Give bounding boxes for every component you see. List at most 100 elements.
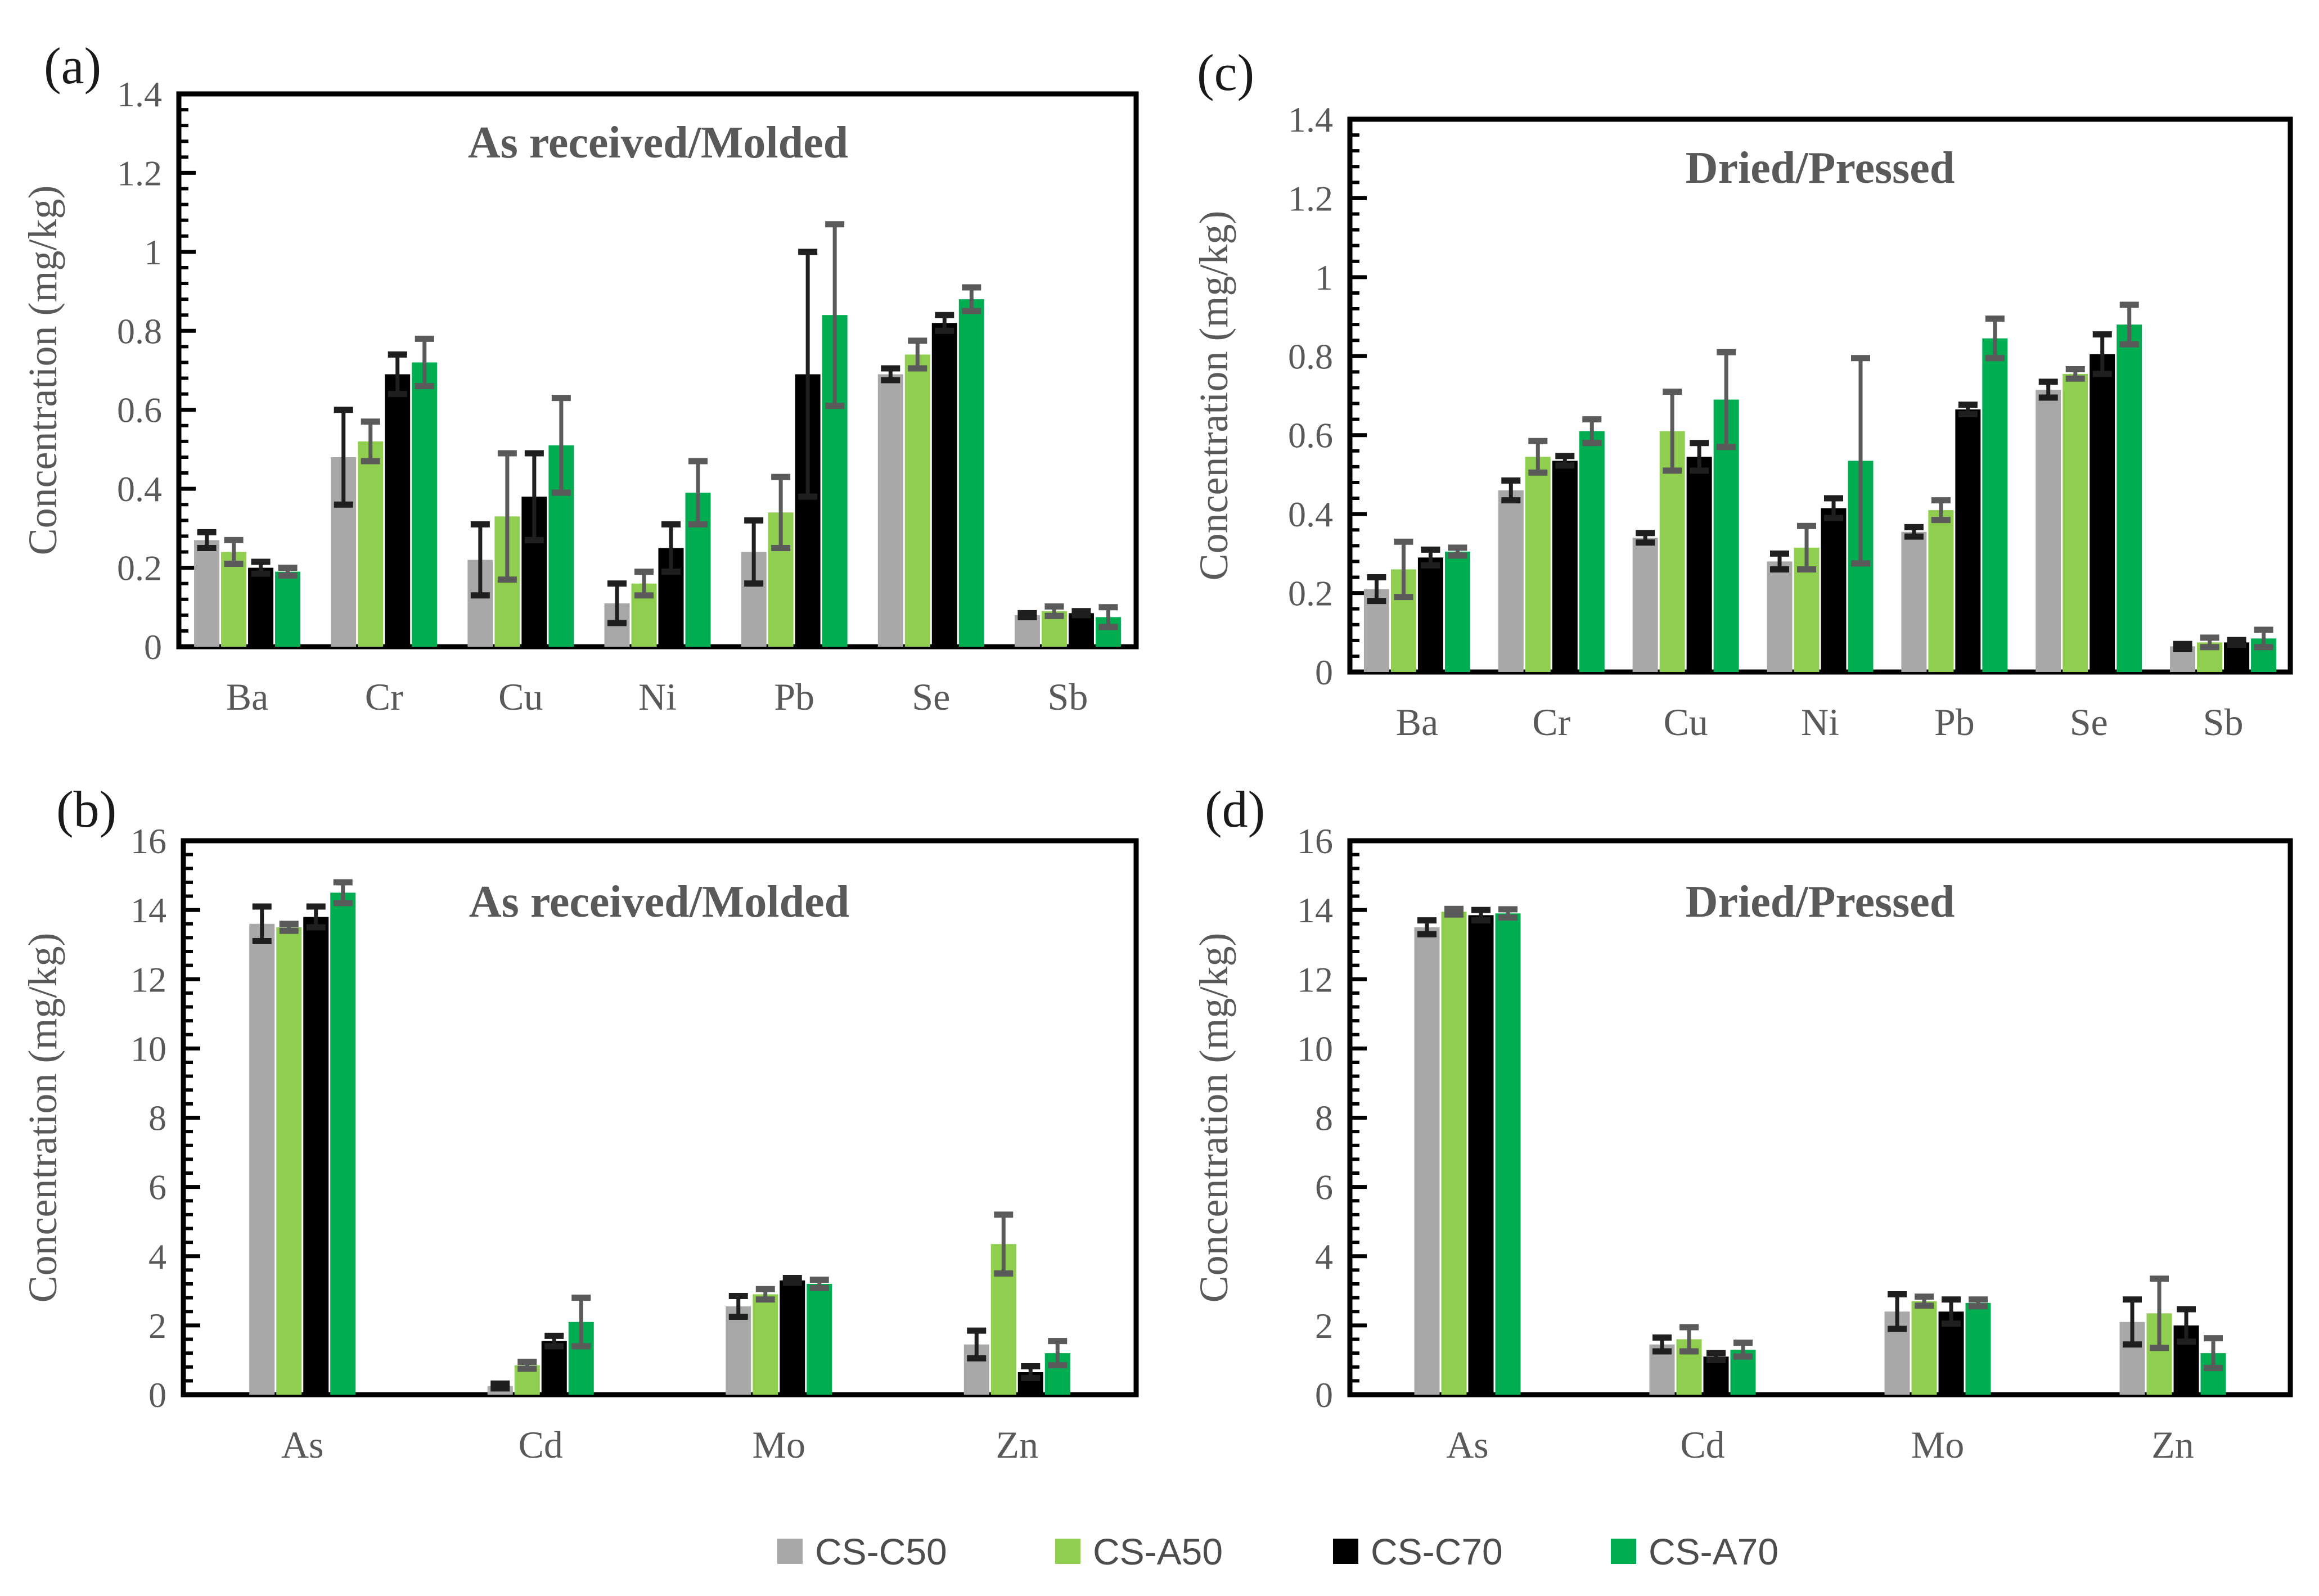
panel-a: (a) Concentration (mg/kg) 0 0.2 0.4 0.6 0.8 1 1.…	[20, 37, 1139, 718]
legend-swatch	[1055, 1539, 1080, 1564]
category-label: Ni	[638, 675, 677, 718]
error-bar	[1021, 1363, 1041, 1381]
y-tick-label: 1.4	[1288, 100, 1333, 139]
error-bar	[782, 1275, 802, 1286]
category-label: Ba	[1396, 701, 1439, 743]
error-bar	[2227, 637, 2246, 648]
category-label: Mo	[1911, 1423, 1964, 1466]
legend-swatch	[1611, 1539, 1636, 1564]
bar-CS-C70-Cr	[1552, 461, 1578, 672]
legend-item-CS-A70: CS-A70	[1611, 1531, 1778, 1572]
y-tick-label: 12	[130, 959, 166, 999]
error-bar	[798, 249, 818, 500]
error-bar	[1942, 1296, 1961, 1327]
panel-letter: (a)	[44, 37, 101, 94]
error-bar	[1888, 1291, 1907, 1332]
bar-CS-A50-Ba	[221, 552, 247, 647]
error-bar	[1582, 416, 1602, 447]
error-bar	[361, 418, 380, 465]
panel-letter: (b)	[56, 781, 116, 838]
category-label: As	[281, 1423, 324, 1466]
bar-CS-C70-As	[303, 917, 329, 1395]
error-bar	[2173, 641, 2192, 652]
error-bar	[1958, 402, 1978, 418]
panel-d: (d) Concentration (mg/kg) 0 2 4 6 8 10 12 14 16 Dri…	[1191, 781, 2293, 1466]
error-bar	[607, 580, 627, 626]
error-bar	[809, 1277, 829, 1291]
error-bar	[1367, 574, 1386, 605]
bar-CS-C70-Cr	[385, 374, 411, 647]
error-bar	[1904, 524, 1924, 540]
bar-CS-A70-Se	[958, 299, 984, 647]
error-bar	[2254, 626, 2273, 651]
bar-CS-A70-Ba	[275, 571, 301, 647]
legend-label: CS-C70	[1371, 1531, 1503, 1572]
y-tick-label: 14	[1297, 890, 1333, 930]
panel-title: As received/Molded	[468, 118, 848, 168]
panel-b: (b) Concentration (mg/kg) 0 2 4 6 8 10 12 14 16 As …	[20, 781, 1139, 1466]
error-bar	[1448, 544, 1467, 559]
error-bar	[1969, 1296, 1988, 1310]
y-tick-label: 12	[1297, 959, 1333, 999]
bar-CS-C70-Cu	[1686, 457, 1712, 672]
error-bar	[1636, 530, 1655, 546]
y-axis-title: Concentration (mg/kg)	[1191, 211, 1236, 581]
category-label: Cu	[498, 675, 543, 718]
error-bar	[306, 903, 326, 931]
legend-item-CS-C70: CS-C70	[1333, 1531, 1503, 1572]
legend-label: CS-C50	[815, 1531, 947, 1572]
error-bar	[1098, 604, 1118, 630]
error-bar	[2038, 378, 2058, 401]
legend-label: CS-A50	[1093, 1531, 1223, 1572]
error-bar	[1444, 905, 1464, 918]
category-label: Ni	[1801, 701, 1839, 743]
y-tick-label: 6	[148, 1167, 166, 1207]
error-bar	[1421, 546, 1440, 569]
y-tick-label: 1.2	[1288, 178, 1333, 218]
bar-CS-A50-As	[1441, 912, 1467, 1395]
category-label: Mo	[753, 1423, 805, 1466]
bar-CS-A50-Cr	[1525, 457, 1551, 672]
bar-CS-C50-As	[1414, 927, 1440, 1395]
bar-CS-C50-As	[249, 923, 275, 1395]
category-label: Cu	[1663, 701, 1708, 743]
error-bar	[1417, 917, 1437, 937]
bar-CS-C50-Sb	[1014, 615, 1040, 647]
y-tick-label: 16	[1297, 821, 1333, 861]
y-tick-label: 10	[130, 1029, 166, 1068]
y-tick-label: 0	[144, 627, 162, 667]
error-bar	[2123, 1296, 2142, 1348]
y-tick-label: 6	[1315, 1167, 1333, 1207]
error-bar	[908, 337, 927, 372]
error-bar	[1679, 1324, 1699, 1355]
error-bar	[962, 284, 981, 314]
error-bar	[2150, 1275, 2169, 1351]
legend: CS-C50 CS-A50 CS-C70 CS-A70	[777, 1531, 1778, 1572]
y-tick-label: 0.4	[117, 469, 162, 509]
error-bar	[279, 921, 299, 934]
bar-CS-A70-Mo	[1965, 1302, 1991, 1395]
y-tick-label: 8	[1315, 1098, 1333, 1138]
legend-item-CS-A50: CS-A50	[1055, 1531, 1223, 1572]
panel-title: Dried/Pressed	[1686, 877, 1955, 927]
error-bar	[333, 879, 353, 907]
y-tick-label: 0.2	[117, 548, 162, 588]
bar-CS-A50-Pb	[1928, 510, 1954, 672]
error-bar	[524, 450, 544, 543]
panel-title: As received/Molded	[469, 877, 849, 927]
error-bar	[1048, 1338, 1068, 1369]
error-bar	[517, 1359, 537, 1372]
y-tick-label: 4	[148, 1237, 166, 1277]
legend-label: CS-A70	[1649, 1531, 1778, 1572]
error-bar	[2119, 301, 2139, 348]
bar-CS-A50-Se	[2063, 373, 2088, 672]
error-bar	[1931, 497, 1951, 524]
error-bar	[278, 565, 298, 579]
error-bar	[1915, 1293, 1934, 1309]
error-bar	[2204, 1335, 2223, 1372]
error-bar	[634, 569, 654, 599]
y-tick-label: 10	[1297, 1029, 1333, 1068]
error-bar	[490, 1380, 510, 1392]
error-bar	[967, 1327, 987, 1361]
error-bar	[825, 221, 845, 409]
